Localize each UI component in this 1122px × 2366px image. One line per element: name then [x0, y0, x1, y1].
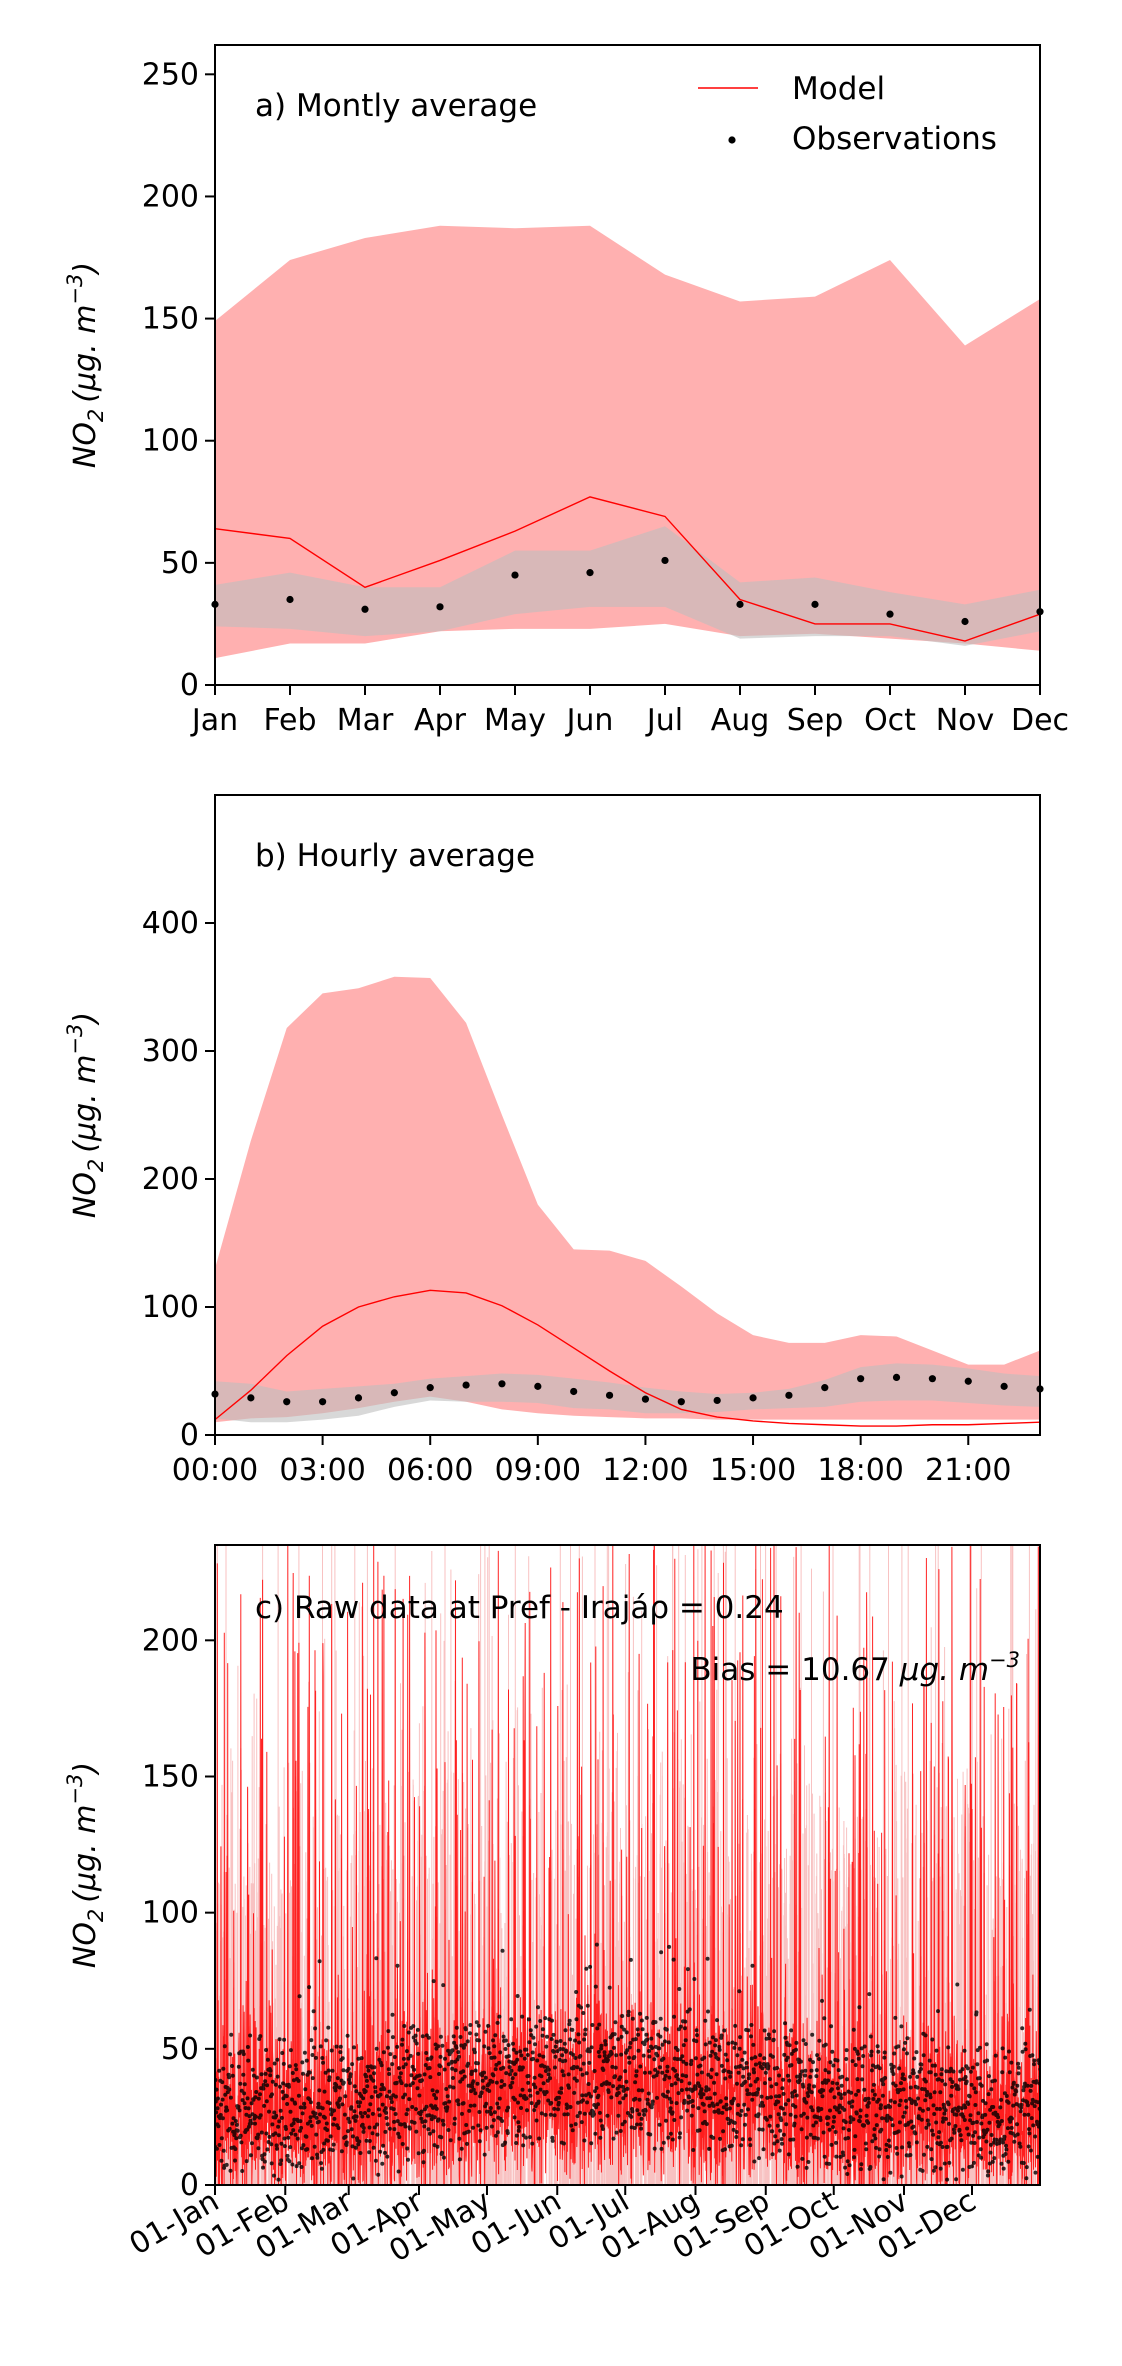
y-tick-label: 400 [142, 906, 199, 941]
observation-point [319, 1398, 327, 1406]
observation-point [498, 1380, 506, 1388]
y-tick-label: 0 [180, 668, 199, 703]
panel-c-frame [214, 1544, 1041, 2186]
x-tick-label: May [484, 703, 546, 738]
observation-point [436, 603, 444, 611]
y-tick-label: 100 [142, 1290, 199, 1325]
observation-point [426, 1384, 434, 1392]
observation-point [247, 1394, 255, 1402]
observation-point [785, 1391, 793, 1399]
x-tick-label: Mar [337, 703, 394, 738]
observation-range-band [215, 1363, 1040, 1423]
observation-point [641, 1395, 650, 1403]
legend-model-label: Model [792, 71, 885, 107]
observation-point [586, 569, 594, 577]
x-tick-label: Sep [787, 703, 844, 738]
panel-a-annotation: a) Montly average [255, 88, 537, 124]
model-line [214, 496, 1041, 642]
panel-c-annotation: c) Raw data at Pref - Irajáρ = 0.24 [255, 1590, 784, 1626]
observation-point [1000, 1382, 1008, 1390]
x-tick-label: 15:00 [710, 1453, 796, 1488]
x-tick-label: Dec [1011, 703, 1069, 738]
model-line [214, 1289, 1041, 1427]
panel-b-frame [214, 794, 1041, 1436]
observation-point [462, 1381, 470, 1389]
y-tick-label: 50 [161, 2032, 199, 2067]
panel-a-frame [214, 44, 1041, 686]
observation-point [677, 1398, 685, 1406]
x-tick-label: 21:00 [925, 1453, 1011, 1488]
observation-point [354, 1394, 363, 1402]
x-tick-label: 03:00 [279, 1453, 365, 1488]
panel-b-hourly-average: 0 100 200 300 400 00:00 03:00 06:00 09:00 12:00 1… [63, 794, 1044, 1488]
y-tick-label: 0 [180, 1418, 199, 1453]
y-tick-label: 100 [142, 1896, 199, 1931]
observation-point [964, 1377, 972, 1385]
observation-point [892, 1373, 901, 1381]
x-tick-label: Apr [414, 703, 467, 738]
y-tick-label: 50 [161, 546, 199, 581]
y-tick-label: 150 [142, 302, 199, 337]
observation-point [361, 605, 369, 613]
y-tick-label: 250 [142, 57, 199, 92]
panel-b-ylabel: NO2(μg. m−3) [63, 1012, 108, 1218]
model-range-band [215, 976, 1040, 1423]
panel-c-bias: Bias = 10.67 μg. m−3 [690, 1648, 1020, 1688]
y-tick-label: 200 [142, 179, 199, 214]
observation-point [534, 1382, 542, 1390]
observation-point [736, 600, 744, 608]
x-tick-label: 00:00 [172, 1453, 258, 1488]
observation-point [811, 600, 819, 608]
observation-point [886, 610, 894, 618]
y-tick-label: 200 [142, 1162, 199, 1197]
x-tick-label: Oct [864, 703, 916, 738]
model-range-band [215, 225, 1040, 659]
x-tick-label: Jun [565, 703, 614, 738]
x-tick-label: 09:00 [495, 1453, 581, 1488]
y-tick-label: 200 [142, 1623, 199, 1658]
x-tick-label: Aug [711, 703, 770, 738]
observation-point [821, 1384, 829, 1392]
observation-point [286, 595, 294, 604]
observation-point [857, 1375, 865, 1383]
x-tick-label: 12:00 [602, 1453, 688, 1488]
observation-point [749, 1394, 757, 1402]
observation-point [605, 1391, 614, 1399]
observation-point [570, 1387, 578, 1396]
observation-point [661, 556, 669, 565]
legend-observations-swatch [728, 136, 736, 144]
x-tick-label: Jan [190, 703, 238, 738]
x-tick-label: Jul [645, 703, 683, 738]
observation-point [928, 1375, 936, 1383]
y-tick-label: 100 [142, 424, 199, 459]
observation-point [390, 1389, 398, 1397]
panel-c-ylabel: NO2(μg. m−3) [63, 1762, 108, 1968]
y-tick-label: 300 [142, 1034, 199, 1069]
x-tick-label: Feb [263, 703, 316, 738]
observation-point [713, 1396, 721, 1405]
panel-a-legend: Model Observations [698, 71, 997, 157]
y-tick-label: 150 [142, 1759, 199, 1794]
observation-range-band [215, 526, 1040, 646]
observation-point [511, 571, 519, 579]
panel-a-ylabel: NO2(μg. m−3) [63, 262, 108, 468]
panel-b-annotation: b) Hourly average [255, 838, 535, 874]
x-tick-label: Nov [936, 703, 995, 738]
observation-point [961, 617, 969, 626]
panel-a-monthly-average: 0 50 100 150 200 250 Jan Feb Mar Apr May Jun Jul Aug… [63, 44, 1069, 738]
legend-observations-label: Observations [792, 121, 997, 157]
x-tick-label: 06:00 [387, 1453, 473, 1488]
x-tick-label: 18:00 [817, 1453, 903, 1488]
observation-point [283, 1398, 291, 1406]
y-tick-label: 0 [180, 2168, 199, 2203]
